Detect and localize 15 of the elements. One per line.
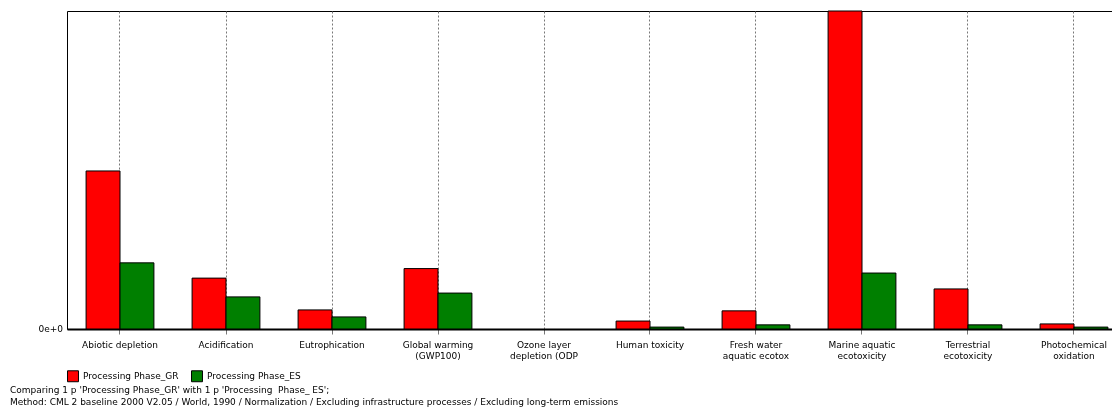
legend-label: Processing Phase_ES bbox=[207, 371, 301, 382]
x-tick-label: Ozone layer depletion (ODP bbox=[509, 339, 579, 361]
text: 0e+0 bbox=[38, 324, 64, 334]
x-tick-label: Terrestrial ecotoxicity bbox=[943, 339, 994, 361]
x-tick-label: Eutrophication bbox=[299, 339, 365, 350]
x-tick-label: Global warming (GWP100) bbox=[402, 339, 474, 361]
x-tick-label: Marine aquatic ecotoxicity bbox=[828, 339, 896, 361]
x-tick-label: Human toxicity bbox=[615, 339, 685, 350]
text: Comparing 1 p 'Processing Phase_GR' with 1 p 'Processing Phase_ ES'; bbox=[10, 385, 330, 395]
text: Method: CML 2 baseline 2000 V2.05 / World, 1990 / Normalization / Excluding infrastructure processes / Excluding long-term emissions bbox=[10, 397, 619, 407]
x-tick-label: Fresh water aquatic ecotox bbox=[722, 339, 790, 361]
x-tick-label: Acidification bbox=[198, 339, 254, 350]
x-tick-label: Photochemical oxidation bbox=[1040, 339, 1108, 361]
x-tick-label: Abiotic depletion bbox=[82, 339, 158, 350]
legend-label: Processing Phase_GR bbox=[83, 371, 179, 382]
